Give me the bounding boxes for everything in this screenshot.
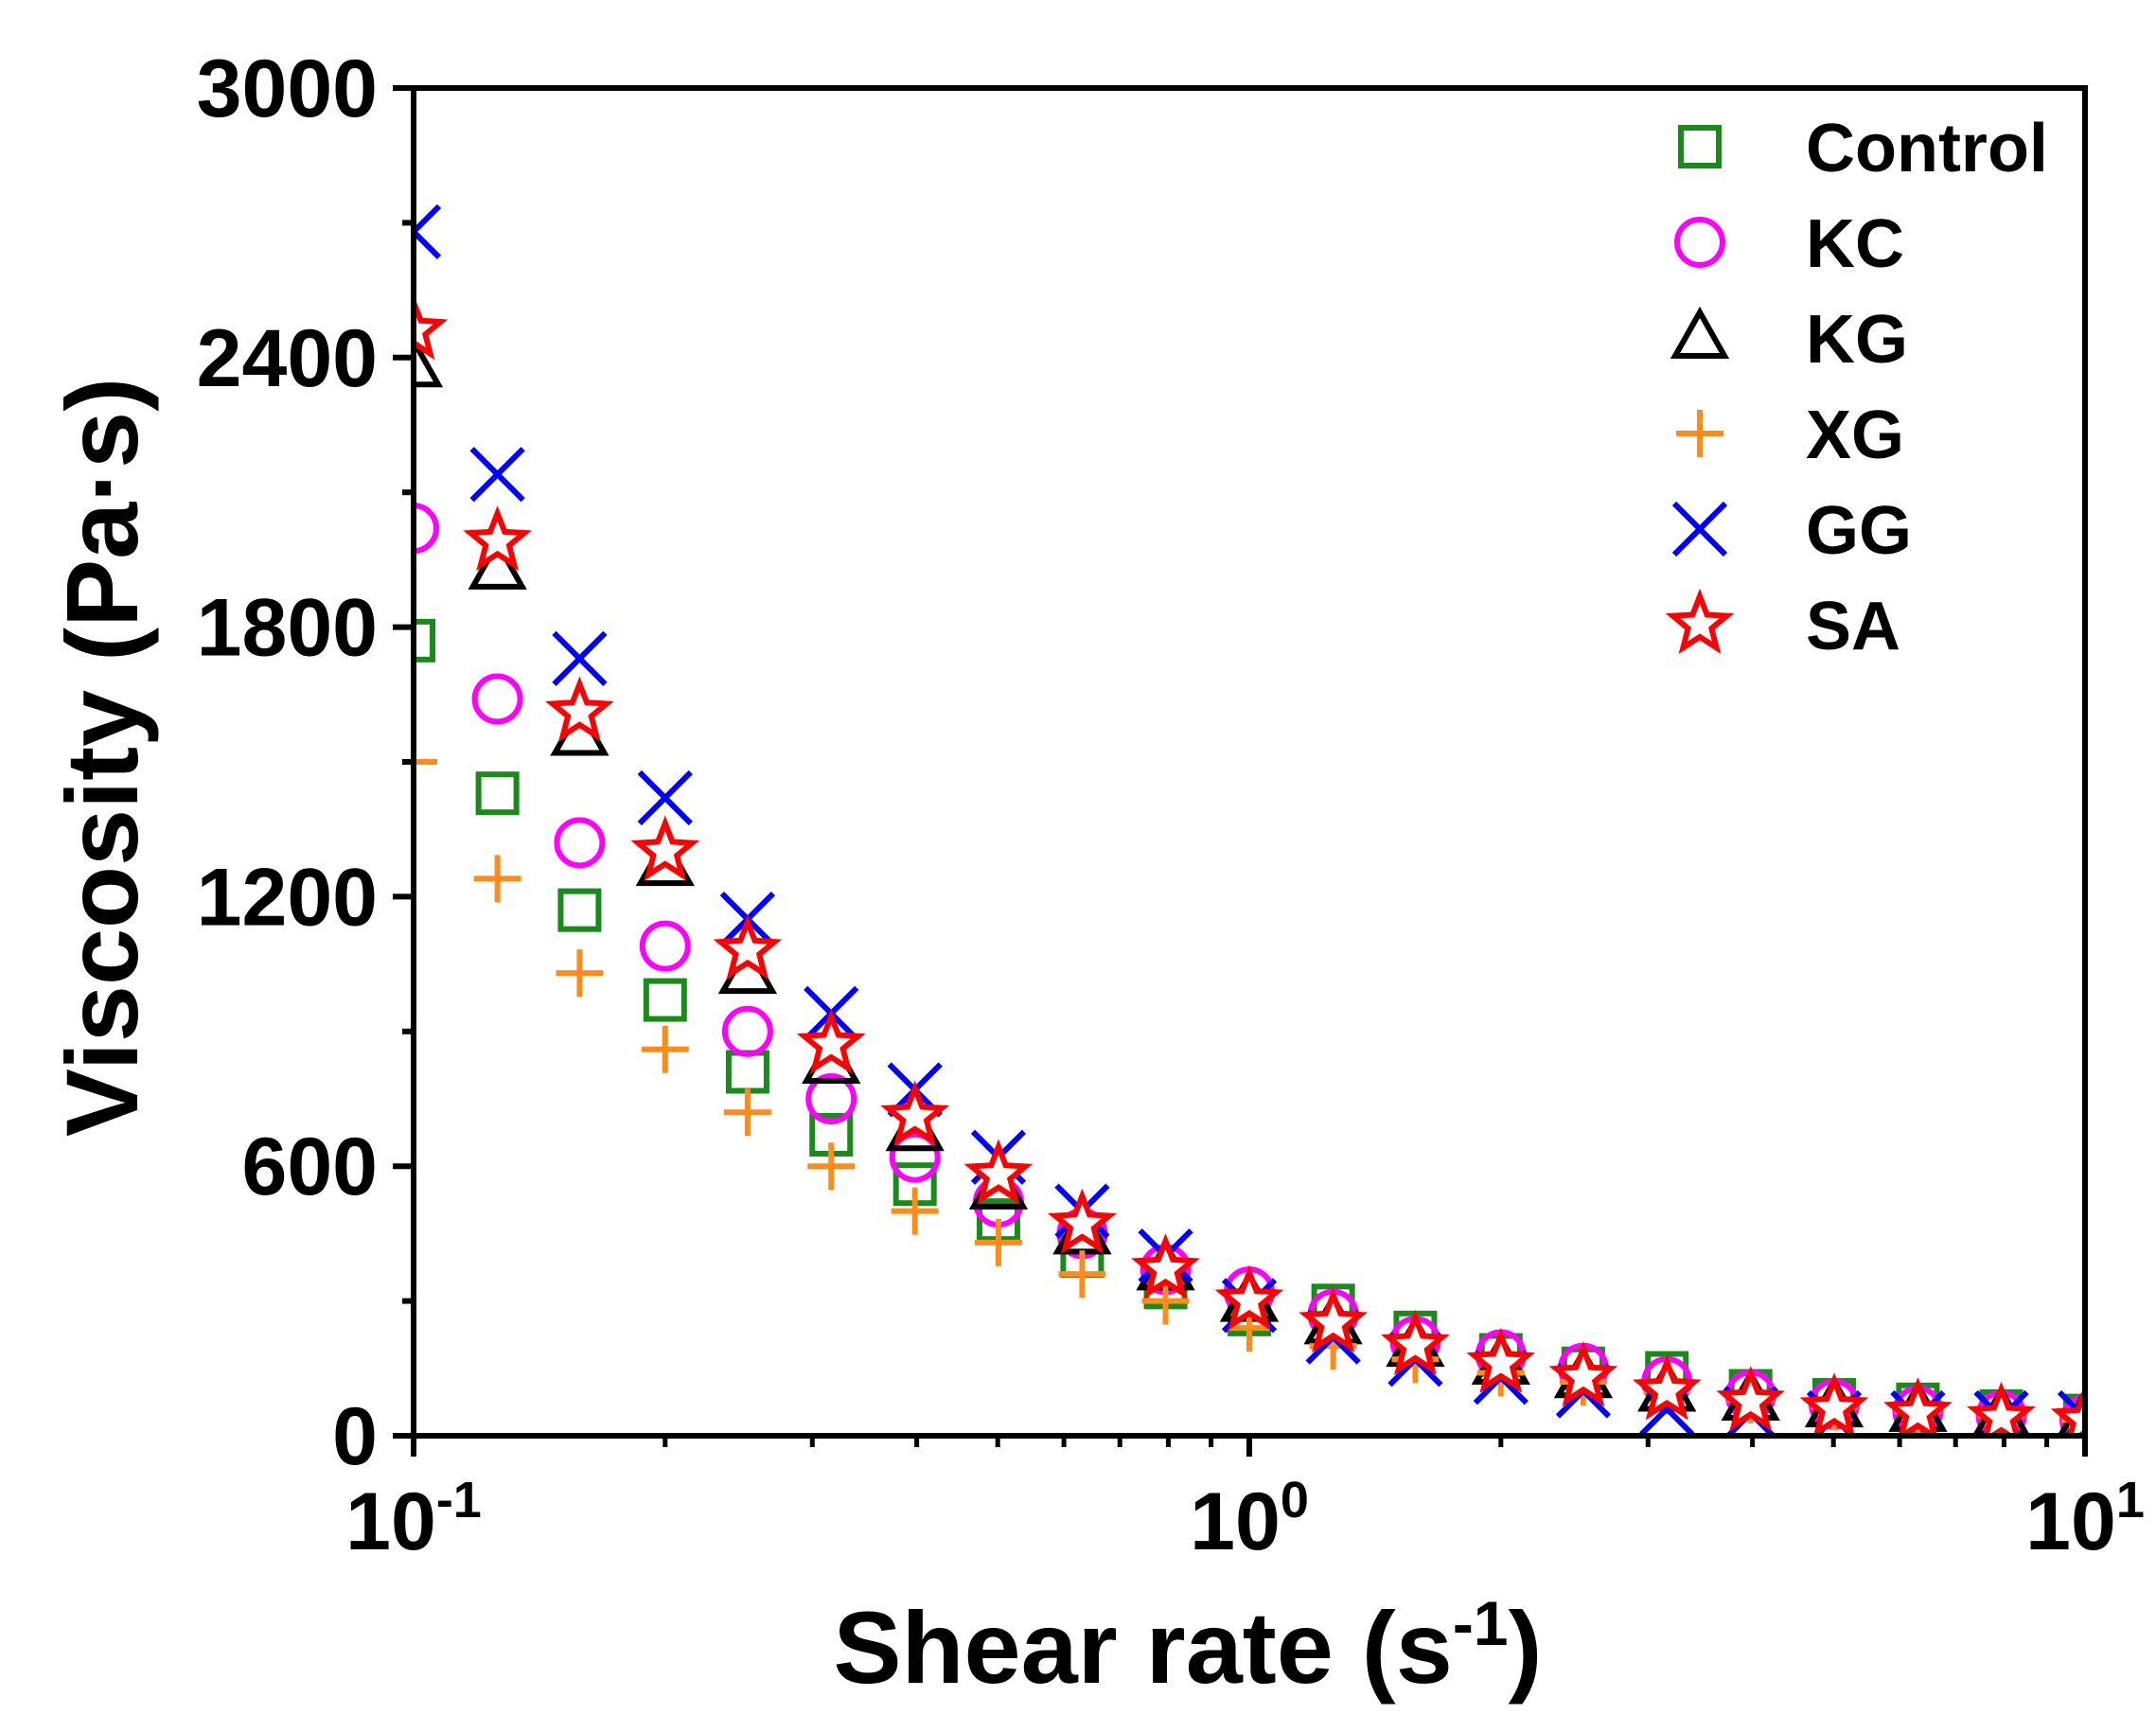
data-point-xg [556, 949, 604, 998]
data-point-xg [473, 855, 521, 903]
data-point-gg [469, 447, 525, 503]
data-point-control [414, 618, 435, 663]
legend-marker-sa [1665, 588, 1735, 654]
data-point-xg [641, 1025, 689, 1073]
x-axis-title-exponent: -1 [1453, 1588, 1509, 1658]
data-point-sa [963, 1139, 1034, 1205]
data-point-sa [880, 1080, 950, 1146]
legend-marker-kc [1674, 217, 1725, 268]
data-point-sa [1632, 1354, 1702, 1421]
data-points-layer [414, 203, 2085, 1436]
x-tick-label: 100 [1190, 1472, 1309, 1567]
data-point-xg [974, 1218, 1022, 1266]
data-point-sa [1716, 1366, 1786, 1432]
data-point-kc [639, 920, 691, 972]
legend-label: KG [1806, 302, 1908, 378]
data-point-sa [1131, 1233, 1200, 1299]
y-tick-label: 2400 [197, 313, 378, 404]
y-tick-label: 3000 [197, 44, 378, 134]
data-point-sa [545, 676, 614, 742]
legend-marker-gg [1671, 501, 1728, 557]
data-point-kc [721, 1005, 773, 1057]
data-point-sa [414, 294, 449, 361]
data-point-sa [463, 505, 533, 572]
data-point-sa [1466, 1327, 1536, 1393]
data-point-sa [796, 1008, 866, 1074]
data-point-sa [1381, 1309, 1450, 1375]
data-point-control [643, 978, 687, 1022]
data-point-sa [1548, 1341, 1618, 1407]
data-point-sa [713, 914, 783, 981]
axes: 0 600 1200 1800 2400 3000 10-1 100 101 [197, 44, 2145, 1567]
y-tick-label: 1800 [197, 583, 378, 674]
x-axis-title-main: Shear rate (s [834, 1590, 1453, 1705]
data-point-gg [414, 203, 442, 260]
y-axis-title: Viscosity (Pa·s) [44, 378, 159, 1137]
legend-label: KC [1806, 206, 1904, 282]
legend-item-gg: GG [1671, 493, 1912, 569]
data-point-gg [552, 630, 608, 686]
x-axis-title: Shear rate (s-1) [834, 1588, 1543, 1705]
series-sa [414, 294, 2085, 1436]
y-tick-label: 0 [332, 1391, 378, 1482]
legend-label: Control [1806, 111, 2048, 186]
legend-label: GG [1806, 493, 1912, 569]
data-point-xg [1058, 1250, 1106, 1299]
data-point-xg [723, 1088, 771, 1137]
x-tick-label: 10-1 [345, 1472, 482, 1567]
legend-label: SA [1806, 589, 1900, 664]
data-point-control [475, 771, 520, 816]
data-point-gg [637, 769, 693, 826]
data-point-kc [805, 1073, 857, 1124]
legend-label: XG [1806, 398, 1904, 473]
data-point-sa [2050, 1384, 2085, 1436]
data-point-xg [414, 738, 437, 786]
x-tick-label: 101 [2025, 1472, 2145, 1567]
legend-item-xg: XG [1676, 398, 1904, 473]
data-point-kc [554, 817, 606, 869]
legend: Control KC KG XG GG SA [1665, 111, 2048, 664]
legend-marker-kg [1670, 306, 1730, 359]
data-point-sa [1048, 1188, 1117, 1254]
legend-item-sa: SA [1665, 588, 1900, 664]
plot-frame [411, 85, 2088, 1439]
data-point-kc [414, 503, 439, 555]
data-point-control [725, 1050, 769, 1094]
data-point-sa [1967, 1381, 2036, 1436]
series-gg [414, 203, 2085, 1436]
x-axis-title-close: ) [1509, 1590, 1543, 1705]
data-point-sa [630, 815, 700, 881]
data-point-kc [889, 1131, 941, 1183]
data-point-sa [1799, 1372, 1869, 1436]
data-point-kg [414, 335, 444, 388]
y-tick-label: 600 [242, 1122, 379, 1212]
data-point-control [557, 888, 602, 932]
legend-item-kc: KC [1674, 206, 1904, 282]
legend-item-kg: KG [1670, 302, 1908, 378]
data-point-sa [1883, 1377, 1953, 1436]
data-point-xg [807, 1142, 856, 1191]
data-point-xg [891, 1187, 939, 1235]
legend-marker-xg [1676, 410, 1723, 457]
data-point-sa [1214, 1264, 1284, 1331]
data-point-kc [471, 673, 523, 725]
y-tick-label: 1200 [197, 852, 378, 943]
legend-marker-control [1678, 125, 1722, 168]
legend-item-control: Control [1678, 111, 2048, 186]
data-point-sa [1299, 1287, 1368, 1353]
